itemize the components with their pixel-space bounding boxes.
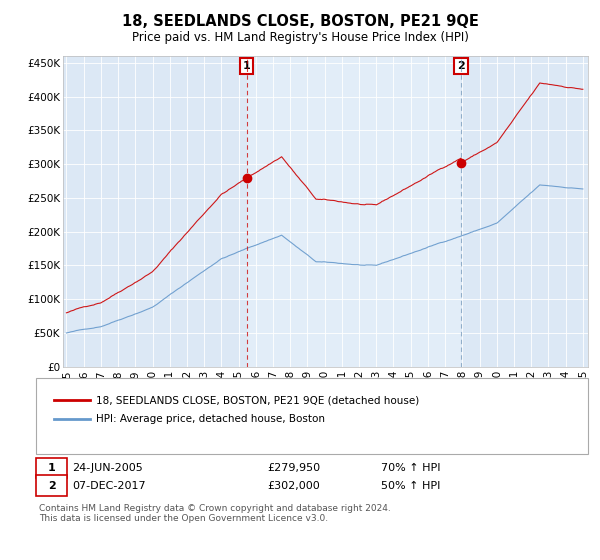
Text: 70% ↑ HPI: 70% ↑ HPI [381,463,440,473]
Text: 18, SEEDLANDS CLOSE, BOSTON, PE21 9QE: 18, SEEDLANDS CLOSE, BOSTON, PE21 9QE [122,14,478,29]
Text: £302,000: £302,000 [267,480,320,491]
Text: £279,950: £279,950 [267,463,320,473]
Text: 50% ↑ HPI: 50% ↑ HPI [381,480,440,491]
Text: 1: 1 [243,61,251,71]
Text: 1: 1 [48,463,55,473]
Text: 24-JUN-2005: 24-JUN-2005 [72,463,143,473]
Text: 18, SEEDLANDS CLOSE, BOSTON, PE21 9QE (detached house): 18, SEEDLANDS CLOSE, BOSTON, PE21 9QE (d… [96,395,419,405]
Text: Contains HM Land Registry data © Crown copyright and database right 2024.
This d: Contains HM Land Registry data © Crown c… [39,504,391,524]
Bar [247,56,461,367]
Text: Price paid vs. HM Land Registry's House Price Index (HPI): Price paid vs. HM Land Registry's House … [131,31,469,44]
Text: 2: 2 [48,480,55,491]
Text: HPI: Average price, detached house, Boston: HPI: Average price, detached house, Bost… [96,414,325,424]
Text: 2: 2 [457,61,465,71]
Text: 07-DEC-2017: 07-DEC-2017 [72,480,146,491]
